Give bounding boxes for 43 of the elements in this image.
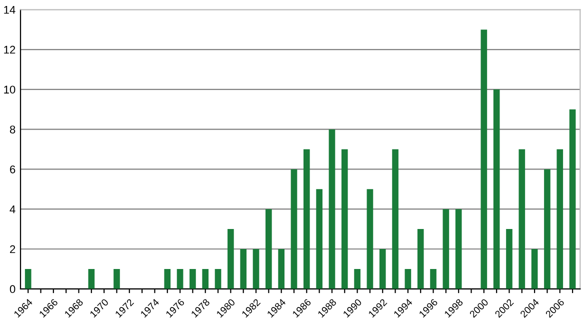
bar — [328, 129, 336, 289]
bar — [392, 149, 398, 289]
bar — [190, 268, 196, 289]
bar — [366, 189, 374, 289]
bar — [202, 268, 209, 289]
bar — [290, 169, 298, 289]
y-tick-label: 12 — [4, 46, 16, 54]
bar — [480, 30, 488, 289]
bar — [341, 149, 348, 289]
bar — [379, 249, 386, 289]
bar — [518, 149, 526, 289]
bar — [252, 249, 260, 289]
bar — [404, 268, 412, 289]
bar — [228, 229, 234, 289]
bar — [506, 229, 512, 289]
bar — [214, 268, 222, 289]
bar — [266, 209, 272, 289]
bar — [114, 268, 120, 289]
bar — [531, 249, 538, 289]
bar — [569, 109, 576, 289]
y-tick-label: 10 — [4, 86, 16, 94]
bar — [24, 268, 32, 289]
bar — [303, 149, 310, 289]
y-tick-label: 4 — [10, 205, 16, 214]
bar — [164, 268, 171, 289]
bar — [430, 268, 436, 289]
bar — [417, 229, 424, 289]
bar — [354, 268, 360, 289]
bar — [455, 209, 462, 289]
y-tick-label: 0 — [10, 285, 16, 294]
y-tick-label: 2 — [10, 245, 16, 254]
bar — [278, 249, 284, 289]
bar — [544, 169, 550, 289]
y-tick-label: 6 — [10, 165, 16, 174]
bar — [316, 189, 322, 289]
bar — [556, 149, 564, 289]
bar — [442, 209, 450, 289]
bar — [88, 268, 95, 289]
bar — [176, 268, 184, 289]
bar — [240, 249, 247, 289]
y-tick-label: 14 — [4, 6, 16, 14]
y-tick-label: 8 — [10, 126, 16, 134]
bar — [493, 89, 500, 289]
